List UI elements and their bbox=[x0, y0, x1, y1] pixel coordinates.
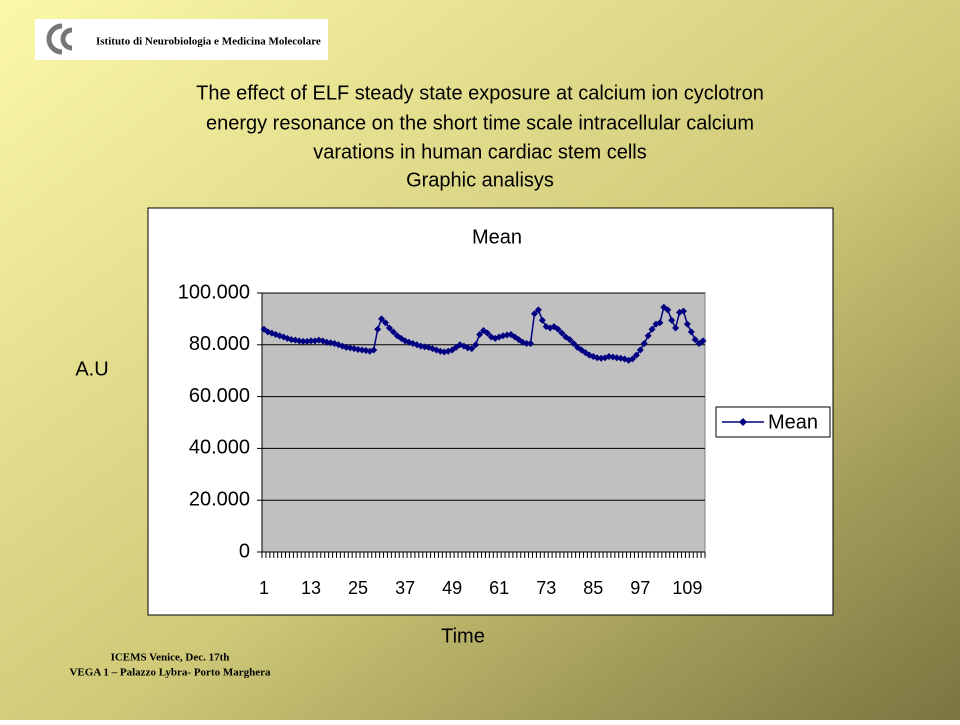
data-point bbox=[476, 330, 484, 338]
slide-title: energy resonance on the short time scale… bbox=[206, 112, 754, 134]
y-tick-label: 40.000 bbox=[189, 437, 250, 459]
data-point bbox=[644, 332, 652, 340]
y-axis-label: A.U bbox=[75, 358, 108, 380]
data-point bbox=[554, 325, 562, 333]
data-point bbox=[699, 337, 707, 345]
data-point bbox=[538, 316, 546, 324]
data-point bbox=[507, 330, 515, 338]
data-point bbox=[534, 306, 542, 314]
data-point bbox=[530, 310, 538, 318]
data-point bbox=[468, 345, 476, 353]
footer-line: ICEMS Venice, Dec. 17th bbox=[111, 652, 230, 664]
x-tick-label: 1 bbox=[259, 578, 269, 598]
data-point bbox=[691, 336, 699, 344]
x-tick-label: 37 bbox=[395, 578, 415, 598]
slide-title: Graphic analisys bbox=[406, 169, 554, 191]
institute-name: Istituto di Neurobiologia e Medicina Mol… bbox=[96, 36, 321, 48]
data-point bbox=[381, 319, 389, 327]
chart-title: Mean bbox=[472, 226, 522, 248]
x-axis-label: Time bbox=[441, 625, 485, 647]
y-tick-label: 80.000 bbox=[189, 333, 250, 355]
data-point bbox=[523, 340, 531, 348]
data-point bbox=[385, 324, 393, 332]
legend-marker bbox=[739, 418, 747, 426]
data-point bbox=[656, 319, 664, 327]
logo-icon bbox=[46, 23, 73, 55]
x-tick-label: 85 bbox=[583, 578, 603, 598]
data-point bbox=[472, 341, 480, 349]
data-point bbox=[640, 340, 648, 348]
data-point bbox=[299, 337, 307, 345]
data-point bbox=[370, 346, 378, 354]
x-tick-label: 73 bbox=[536, 578, 556, 598]
data-point bbox=[648, 325, 656, 333]
x-tick-label: 25 bbox=[348, 578, 368, 598]
data-point bbox=[389, 328, 397, 336]
plot-area bbox=[261, 292, 706, 553]
data-point bbox=[374, 325, 382, 333]
logo-box bbox=[35, 19, 328, 60]
data-point bbox=[668, 316, 676, 324]
y-tick-label: 20.000 bbox=[189, 488, 250, 510]
data-point bbox=[570, 340, 578, 348]
data-point bbox=[664, 306, 672, 314]
data-point bbox=[527, 340, 535, 348]
data-point bbox=[628, 355, 636, 363]
data-point bbox=[378, 315, 386, 323]
footer-line: VEGA 1 – Palazzo Lybra- Porto Marghera bbox=[69, 667, 271, 679]
data-point bbox=[307, 337, 315, 345]
x-tick-label: 13 bbox=[301, 578, 321, 598]
data-point bbox=[483, 329, 491, 337]
y-tick-label: 60.000 bbox=[189, 385, 250, 407]
data-point bbox=[558, 329, 566, 337]
data-point bbox=[566, 336, 574, 344]
x-tick-label: 109 bbox=[672, 578, 702, 598]
slide-title: The effect of ELF steady state exposure … bbox=[196, 82, 764, 104]
data-point bbox=[632, 351, 640, 359]
data-point bbox=[672, 324, 680, 332]
x-tick-label: 97 bbox=[630, 578, 650, 598]
y-tick-label: 100.000 bbox=[178, 281, 250, 303]
data-point bbox=[679, 307, 687, 315]
y-tick-label: 0 bbox=[239, 540, 250, 562]
x-tick-label: 49 bbox=[442, 578, 462, 598]
legend-label: Mean bbox=[768, 411, 818, 433]
slide-title: varations in human cardiac stem cells bbox=[313, 141, 646, 163]
data-point bbox=[683, 320, 691, 328]
data-point bbox=[687, 328, 695, 336]
data-point bbox=[636, 346, 644, 354]
x-tick-label: 61 bbox=[489, 578, 509, 598]
